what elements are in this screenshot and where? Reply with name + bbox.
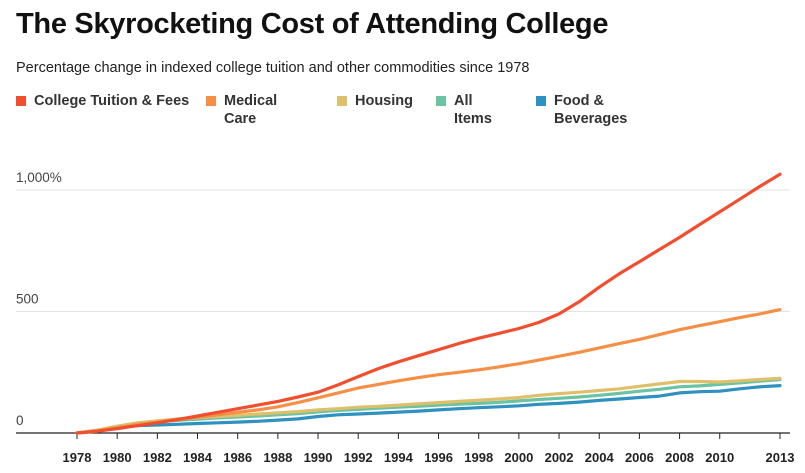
legend-label-medical-care: Medical Care <box>224 93 278 127</box>
legend-label-food-beverages: Food & Beverages <box>554 93 628 127</box>
x-tick-label: 1988 <box>263 450 292 465</box>
x-tick-label: 2010 <box>705 450 734 465</box>
x-tick-label: 1980 <box>103 450 132 465</box>
series-line-food-beverages <box>75 384 782 435</box>
x-tick-label: 1994 <box>384 450 414 465</box>
x-tick-label: 2004 <box>585 450 615 465</box>
x-tick-label: 2000 <box>504 450 533 465</box>
x-tick-label: 2013 <box>766 450 795 465</box>
x-tick-label: 1978 <box>63 450 92 465</box>
chart-subtitle: Percentage change in indexed college tui… <box>16 60 530 76</box>
x-tick-label: 1990 <box>304 450 333 465</box>
chart-title: The Skyrocketing Cost of Attending Colle… <box>16 8 609 40</box>
x-tick-label: 2008 <box>665 450 694 465</box>
legend-item-medical-care: Medical Care <box>206 92 316 128</box>
x-tick-label: 1996 <box>424 450 453 465</box>
legend-item-housing: Housing <box>337 92 413 110</box>
legend-label-housing: Housing <box>355 93 413 109</box>
legend-swatch-medical-care <box>206 96 216 106</box>
series-line-college-tuition-fees <box>75 172 782 435</box>
legend-label-college-tuition: College Tuition & Fees <box>34 93 190 109</box>
legend-swatch-food-beverages <box>536 96 546 106</box>
legend-item-all-items: All Items <box>436 92 494 128</box>
series-line-medical-care <box>75 308 782 435</box>
x-tick-label: 2002 <box>545 450 574 465</box>
y-tick-label: 0 <box>16 413 24 428</box>
y-tick-label: 1,000% <box>16 170 62 185</box>
legend-swatch-college-tuition <box>16 96 26 106</box>
legend-swatch-housing <box>337 96 347 106</box>
legend-item-college-tuition: College Tuition & Fees <box>16 92 189 110</box>
x-tick-label: 1992 <box>344 450 373 465</box>
x-tick-label: 1984 <box>183 450 213 465</box>
x-tick-label: 2006 <box>625 450 654 465</box>
x-tick-label: 1986 <box>223 450 252 465</box>
x-tick-label: 1982 <box>143 450 172 465</box>
legend-swatch-all-items <box>436 96 446 106</box>
x-tick-label: 1998 <box>464 450 493 465</box>
y-tick-label: 500 <box>16 292 39 307</box>
legend-item-food-beverages: Food & Beverages <box>536 92 654 128</box>
legend-label-all-items: All Items <box>454 93 492 127</box>
